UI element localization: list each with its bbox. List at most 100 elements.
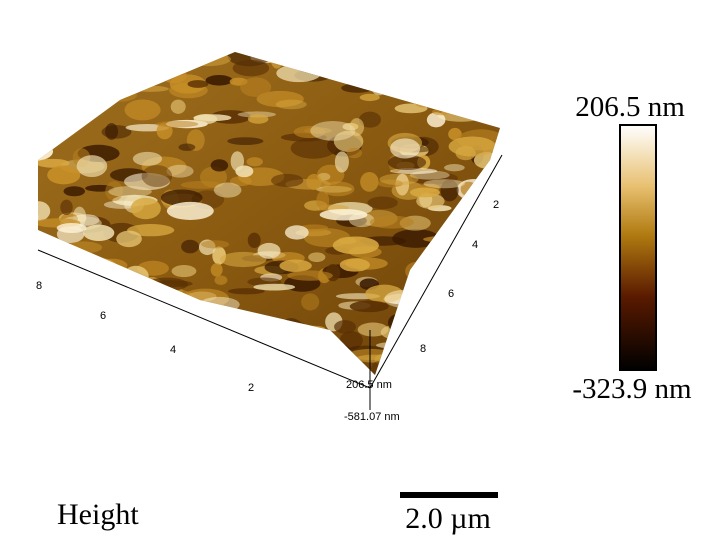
surface-texture bbox=[178, 143, 196, 151]
surface-texture bbox=[409, 187, 440, 198]
surface-texture bbox=[38, 275, 66, 297]
surface-texture bbox=[49, 288, 69, 299]
surface-texture bbox=[298, 348, 312, 365]
surface-texture bbox=[358, 111, 381, 128]
surface-texture bbox=[213, 326, 260, 341]
surface-texture bbox=[108, 186, 152, 198]
surface-texture bbox=[56, 223, 87, 233]
surface-texture bbox=[56, 325, 77, 346]
surface-texture bbox=[58, 52, 104, 56]
surface bbox=[38, 52, 500, 375]
surface-texture bbox=[197, 340, 220, 356]
surface-texture bbox=[365, 284, 404, 303]
surface-texture bbox=[446, 318, 469, 339]
surface-texture bbox=[443, 254, 471, 272]
surface-texture bbox=[320, 340, 340, 348]
surface-texture bbox=[166, 201, 214, 220]
surface-texture bbox=[440, 179, 459, 202]
surface-texture bbox=[100, 91, 120, 103]
tick-label: 6 bbox=[448, 288, 454, 300]
surface-texture bbox=[114, 352, 147, 362]
surface-texture bbox=[383, 80, 411, 92]
surface-texture bbox=[453, 318, 484, 329]
surface-texture bbox=[63, 186, 86, 197]
surface-texture bbox=[51, 329, 65, 341]
surface-texture bbox=[76, 52, 116, 66]
surface-texture bbox=[116, 75, 137, 96]
surface-texture bbox=[310, 121, 356, 141]
surface-texture bbox=[459, 292, 500, 304]
surface-texture bbox=[276, 64, 322, 83]
surface-texture bbox=[392, 82, 426, 96]
surface-texture bbox=[316, 190, 330, 211]
surface-texture bbox=[227, 288, 265, 295]
surface-texture bbox=[38, 237, 63, 257]
surface-texture bbox=[149, 305, 188, 327]
surface-texture bbox=[423, 236, 464, 243]
surface-texture bbox=[405, 66, 452, 88]
surface-texture bbox=[51, 102, 81, 124]
surface-texture bbox=[308, 252, 326, 262]
surface-texture bbox=[422, 359, 444, 375]
surface-texture bbox=[357, 322, 389, 337]
surface-texture bbox=[333, 130, 364, 152]
surface-texture bbox=[165, 319, 206, 337]
surface-texture bbox=[130, 197, 161, 220]
surface-texture bbox=[334, 320, 356, 334]
surface-texture bbox=[122, 265, 149, 288]
tick-label: 6 bbox=[100, 310, 106, 322]
surface-texture bbox=[145, 277, 189, 291]
surface-texture bbox=[79, 336, 95, 345]
surface-texture bbox=[178, 52, 204, 59]
surface-texture bbox=[279, 259, 312, 273]
surface-texture bbox=[270, 52, 284, 69]
surface-texture bbox=[455, 145, 476, 161]
scale-bar bbox=[400, 492, 498, 498]
surface-texture bbox=[478, 346, 500, 355]
surface-texture bbox=[437, 89, 471, 111]
surface-texture bbox=[247, 232, 261, 248]
surface-texture bbox=[450, 268, 468, 288]
surface-texture bbox=[405, 261, 428, 281]
surface-texture bbox=[38, 141, 54, 162]
surface-texture bbox=[300, 52, 346, 68]
surface-texture bbox=[51, 79, 76, 101]
surface-texture bbox=[38, 295, 57, 311]
surface-texture bbox=[318, 349, 356, 368]
surface-texture bbox=[479, 351, 500, 372]
surface-texture bbox=[38, 280, 56, 293]
surface-texture bbox=[387, 54, 422, 64]
surface-texture bbox=[446, 61, 478, 83]
surface-texture bbox=[154, 316, 171, 332]
surface-texture bbox=[96, 52, 143, 66]
surface-texture bbox=[379, 173, 419, 186]
surface-texture bbox=[403, 334, 451, 354]
surface-texture bbox=[166, 164, 194, 178]
surface-texture bbox=[168, 319, 189, 339]
surface-texture bbox=[187, 80, 209, 88]
surface-texture bbox=[209, 335, 248, 343]
surface-texture bbox=[124, 173, 171, 191]
surface-texture bbox=[489, 91, 500, 109]
surface-texture bbox=[46, 322, 95, 330]
surface-texture bbox=[392, 57, 423, 68]
surface-texture bbox=[263, 52, 295, 60]
surface-texture bbox=[68, 77, 109, 95]
surface-texture bbox=[426, 278, 442, 295]
surface-texture bbox=[160, 189, 203, 206]
colorbar bbox=[619, 124, 657, 371]
surface-texture bbox=[416, 52, 451, 55]
surface-texture bbox=[378, 58, 401, 74]
surface-texture bbox=[420, 91, 440, 106]
surface-texture bbox=[423, 179, 466, 189]
surface-texture bbox=[232, 59, 270, 77]
surface-texture bbox=[299, 61, 345, 72]
surface-texture bbox=[408, 311, 449, 322]
surface-texture bbox=[436, 52, 472, 59]
surface-texture bbox=[190, 364, 211, 375]
surface-texture bbox=[41, 302, 60, 309]
surface-texture bbox=[105, 123, 119, 140]
surface-texture bbox=[323, 57, 363, 70]
surface-texture bbox=[284, 225, 309, 240]
surface-texture bbox=[450, 52, 498, 53]
